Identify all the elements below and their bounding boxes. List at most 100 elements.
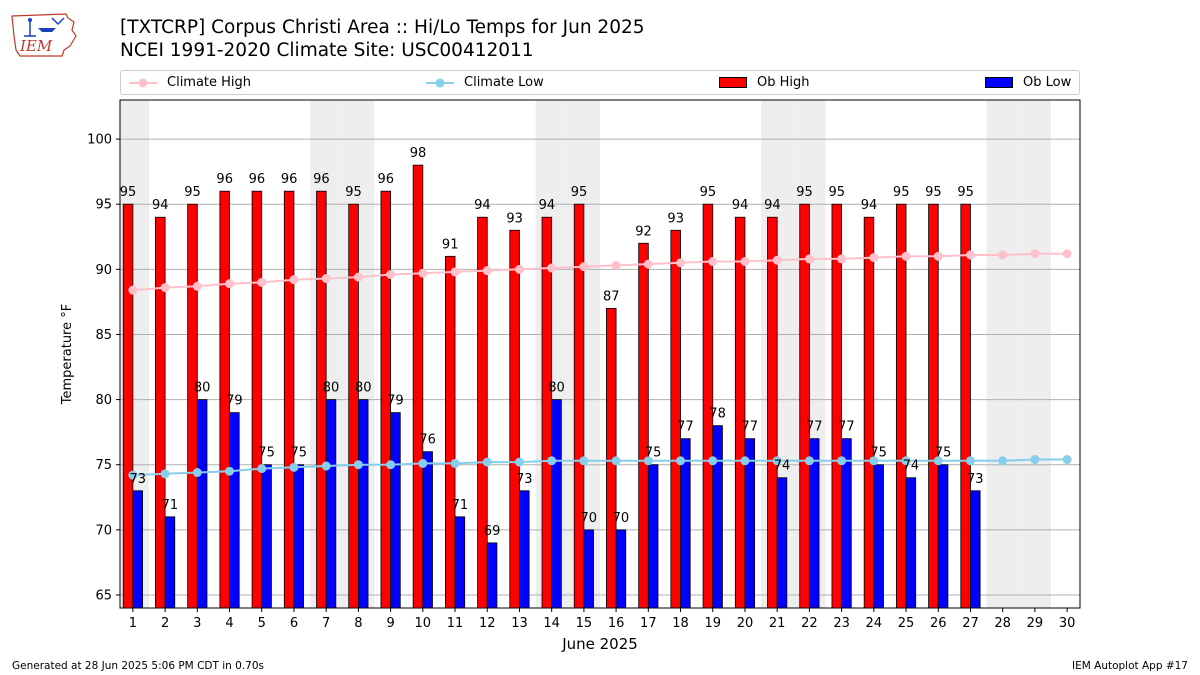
climate-high-point (676, 258, 686, 268)
climate-high-point (450, 267, 460, 277)
y-tick-label: 80 (95, 393, 112, 408)
ob-high-bar (283, 190, 295, 609)
ob-low-bar (357, 399, 369, 609)
ob-high-bar (155, 216, 166, 609)
x-tick-label: 21 (769, 616, 786, 631)
iowa-outline-icon (11, 13, 77, 57)
x-axis-label: June 2025 (561, 635, 638, 653)
y-tick-label: 85 (95, 328, 112, 343)
ob-low-bar (551, 399, 562, 609)
climate-high-point (482, 266, 492, 276)
ob-high-label: 93 (667, 211, 684, 226)
climate-high-point (933, 251, 943, 261)
ob-low-label: 70 (580, 511, 597, 526)
ob-low-bar (325, 399, 337, 609)
ob-high-bar (316, 190, 327, 609)
climate-low-point (643, 456, 653, 466)
ob-low-bar (905, 477, 917, 609)
logo-text: IEM (19, 37, 53, 55)
ob-high-bar (477, 216, 488, 609)
climate-low-point (386, 460, 396, 470)
ob-high-bar (895, 203, 907, 609)
ob-high-label: 95 (893, 185, 910, 200)
x-tick-label: 29 (1027, 616, 1044, 631)
climate-low-point (192, 468, 202, 478)
x-tick-label: 14 (543, 616, 560, 631)
legend-label-climate-high: Climate High (167, 75, 252, 90)
ob-high-label: 94 (152, 198, 169, 213)
ob-low-label: 80 (194, 381, 211, 396)
ob-low-label: 74 (774, 459, 791, 474)
generated-footer: Generated at 28 Jun 2025 5:06 PM CDT in … (12, 660, 265, 672)
weekend-shade (986, 100, 1019, 608)
climate-low-point (353, 460, 363, 470)
ob-high-label: 93 (506, 211, 523, 226)
ob-low-label: 77 (742, 420, 759, 435)
app-footer: IEM Autoplot App #17 (1072, 660, 1188, 672)
climate-high-point (353, 272, 363, 282)
climate-low-point (676, 456, 686, 466)
climate-low-point (998, 456, 1008, 466)
ob-high-bar (606, 308, 617, 609)
ob-low-label: 73 (516, 472, 533, 487)
ob-low-bar (712, 425, 723, 609)
ob-low-bar (873, 464, 884, 609)
ob-high-label: 95 (571, 185, 588, 200)
legend-item-climate-high: Climate High (129, 71, 251, 94)
chart-subtitle: NCEI 1991-2020 Climate Site: USC00412011 (120, 40, 534, 61)
ob-high-label: 95 (345, 185, 362, 200)
climate-low-point (1062, 455, 1072, 465)
x-tick-label: 23 (833, 616, 850, 631)
ob-high-label: 96 (216, 172, 233, 187)
ob-high-label: 95 (184, 185, 201, 200)
x-tick-label: 22 (801, 616, 818, 631)
climate-high-point (192, 281, 202, 291)
ob-low-bar (261, 464, 272, 609)
climate-high-point (837, 254, 847, 264)
climate-high-line (132, 252, 1068, 292)
ob-low-label: 80 (355, 381, 372, 396)
x-tick-label: 7 (322, 616, 330, 631)
x-tick-label: 6 (290, 616, 298, 631)
climate-high-point (289, 275, 299, 285)
ob-low-bar (808, 438, 820, 609)
ob-high-bar (412, 164, 424, 609)
x-tick-label: 18 (672, 616, 689, 631)
y-tick-label: 100 (87, 133, 112, 148)
ob-low-label: 73 (967, 472, 984, 487)
weekend-shade (1018, 100, 1052, 608)
climate-high-point (772, 255, 782, 265)
ob-low-bar (164, 516, 176, 609)
plot-frame (119, 99, 1081, 609)
ob-high-bar (219, 190, 230, 609)
climate-low-point (160, 469, 170, 479)
ob-low-label: 76 (419, 433, 436, 448)
ob-low-bar (519, 490, 530, 609)
x-tick-label: 27 (962, 616, 979, 631)
ob-high-bar (638, 242, 649, 609)
climate-low-point (965, 456, 975, 466)
ob-low-label: 80 (548, 381, 565, 396)
climate-high-point (643, 259, 653, 269)
ob-low-label: 69 (484, 524, 501, 539)
climate-low-point (837, 456, 847, 466)
x-tick-label: 20 (737, 616, 754, 631)
y-axis-label: Temperature °F (60, 304, 75, 405)
climate-low-point (289, 462, 299, 472)
climate-high-point (740, 257, 750, 267)
climate-high-point (386, 270, 396, 280)
x-tick-label: 25 (898, 616, 915, 631)
ob-low-swatch-icon (985, 77, 1013, 88)
ob-low-bar (647, 464, 659, 609)
ob-high-label: 96 (313, 172, 330, 187)
ob-high-bar (863, 216, 875, 609)
ob-low-bar (615, 529, 627, 609)
ob-low-bar (680, 438, 691, 609)
climate-high-point (418, 268, 428, 278)
climate-low-point (418, 458, 428, 468)
y-tick-label: 95 (95, 198, 112, 213)
ob-low-bar (937, 464, 949, 609)
climate-high-point (547, 263, 557, 273)
climate-low-point (225, 466, 235, 476)
